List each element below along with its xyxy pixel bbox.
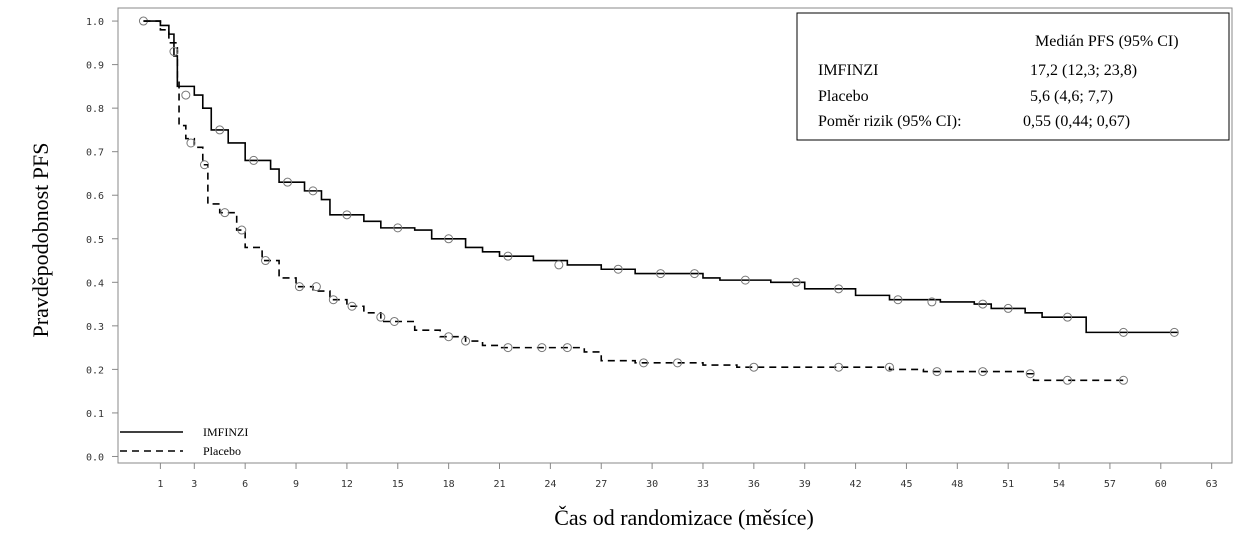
censor-mark	[1118, 375, 1128, 385]
y-tick-label: 0.1	[86, 409, 104, 420]
x-tick-label: 36	[748, 479, 760, 490]
censor-mark	[220, 208, 230, 218]
y-tick-label: 0.6	[86, 191, 104, 202]
x-tick-label: 3	[191, 479, 197, 490]
x-tick-label: 12	[341, 479, 353, 490]
legend-label: Placebo	[203, 444, 241, 458]
y-tick-label: 0.4	[86, 278, 104, 289]
y-tick-label: 0.3	[86, 322, 104, 333]
censor-mark	[1063, 375, 1073, 385]
censor-mark	[376, 312, 386, 322]
censor-mark	[503, 343, 513, 353]
censor-mark	[1003, 303, 1013, 313]
censor-mark	[673, 358, 683, 368]
censor-mark	[261, 256, 271, 266]
censor-mark	[444, 332, 454, 342]
censor-mark	[1025, 369, 1035, 379]
legend-label: IMFINZI	[203, 425, 248, 439]
x-tick-label: 1	[157, 479, 163, 490]
x-tick-label: 27	[595, 479, 607, 490]
x-tick-label: 63	[1206, 479, 1218, 490]
censor-mark	[554, 260, 564, 270]
stats-label: IMFINZI	[818, 62, 878, 79]
x-axis-label: Čas od randomizace (měsíce)	[554, 505, 814, 530]
x-tick-label: 51	[1002, 479, 1014, 490]
censor-mark	[932, 367, 942, 377]
km-curve	[143, 20, 1178, 334]
censor-mark	[791, 277, 801, 287]
x-tick-label: 9	[293, 479, 299, 490]
y-axis-label: Pravděpodobnost PFS	[28, 143, 53, 338]
stats-box	[796, 12, 1230, 141]
x-tick-label: 45	[900, 479, 912, 490]
y-tick-label: 0.5	[86, 235, 104, 246]
x-tick-label: 54	[1053, 479, 1065, 490]
censor-mark	[283, 177, 293, 187]
censor-mark	[562, 343, 572, 353]
y-tick-label: 1.0	[86, 17, 104, 28]
censor-mark	[927, 297, 937, 307]
censor-mark	[1063, 312, 1073, 322]
plot-frame	[117, 7, 1233, 464]
censor-mark	[1169, 327, 1179, 337]
censor-mark	[181, 90, 191, 100]
censor-mark	[884, 362, 894, 372]
x-tick-label: 39	[799, 479, 811, 490]
x-tick-label: 30	[646, 479, 658, 490]
censor-mark	[215, 125, 225, 135]
censor-mark	[393, 223, 403, 233]
x-tick-label: 42	[850, 479, 862, 490]
censor-mark	[328, 295, 338, 305]
censor-mark	[461, 336, 471, 346]
censor-mark	[834, 284, 844, 294]
censor-mark	[308, 186, 318, 196]
y-tick-label: 0.9	[86, 61, 104, 72]
censor-mark	[444, 234, 454, 244]
stats-label: Poměr rizik (95% CI):	[818, 113, 962, 130]
censor-mark	[389, 316, 399, 326]
x-tick-label: 24	[544, 479, 556, 490]
x-tick-label: 48	[951, 479, 963, 490]
y-tick-label: 0.2	[86, 365, 104, 376]
stats-header: Medián PFS (95% CI)	[1035, 33, 1179, 50]
censor-mark	[311, 282, 321, 292]
censor-mark	[749, 362, 759, 372]
stats-value: 17,2 (12,3; 23,8)	[1030, 62, 1137, 79]
y-tick-label: 0.0	[86, 452, 104, 463]
censor-mark	[978, 299, 988, 309]
stats-value: 0,55 (0,44; 0,67)	[1023, 113, 1130, 130]
censor-mark	[199, 160, 209, 170]
x-tick-label: 60	[1155, 479, 1167, 490]
x-tick-label: 6	[242, 479, 248, 490]
censor-mark	[740, 275, 750, 285]
x-tick-label: 18	[443, 479, 455, 490]
y-tick-label: 0.7	[86, 148, 104, 159]
censor-mark	[249, 155, 259, 165]
y-tick-label: 0.8	[86, 104, 104, 115]
censor-mark	[656, 269, 666, 279]
censor-mark	[689, 269, 699, 279]
censor-mark	[237, 225, 247, 235]
censor-mark	[613, 264, 623, 274]
censor-mark	[834, 362, 844, 372]
x-tick-label: 57	[1104, 479, 1116, 490]
censor-mark	[294, 282, 304, 292]
x-tick-label: 33	[697, 479, 709, 490]
censor-mark	[169, 47, 179, 57]
censor-mark	[893, 295, 903, 305]
stats-label: Placebo	[818, 88, 869, 105]
x-tick-label: 21	[493, 479, 505, 490]
x-tick-label: 15	[392, 479, 404, 490]
censor-mark	[342, 210, 352, 220]
censor-mark	[347, 301, 357, 311]
censor-mark	[1118, 327, 1128, 337]
censor-mark	[537, 343, 547, 353]
censor-mark	[186, 138, 196, 148]
stats-value: 5,6 (4,6; 7,7)	[1030, 88, 1113, 105]
censor-mark	[978, 367, 988, 377]
censor-mark	[639, 358, 649, 368]
censor-mark	[503, 251, 513, 261]
